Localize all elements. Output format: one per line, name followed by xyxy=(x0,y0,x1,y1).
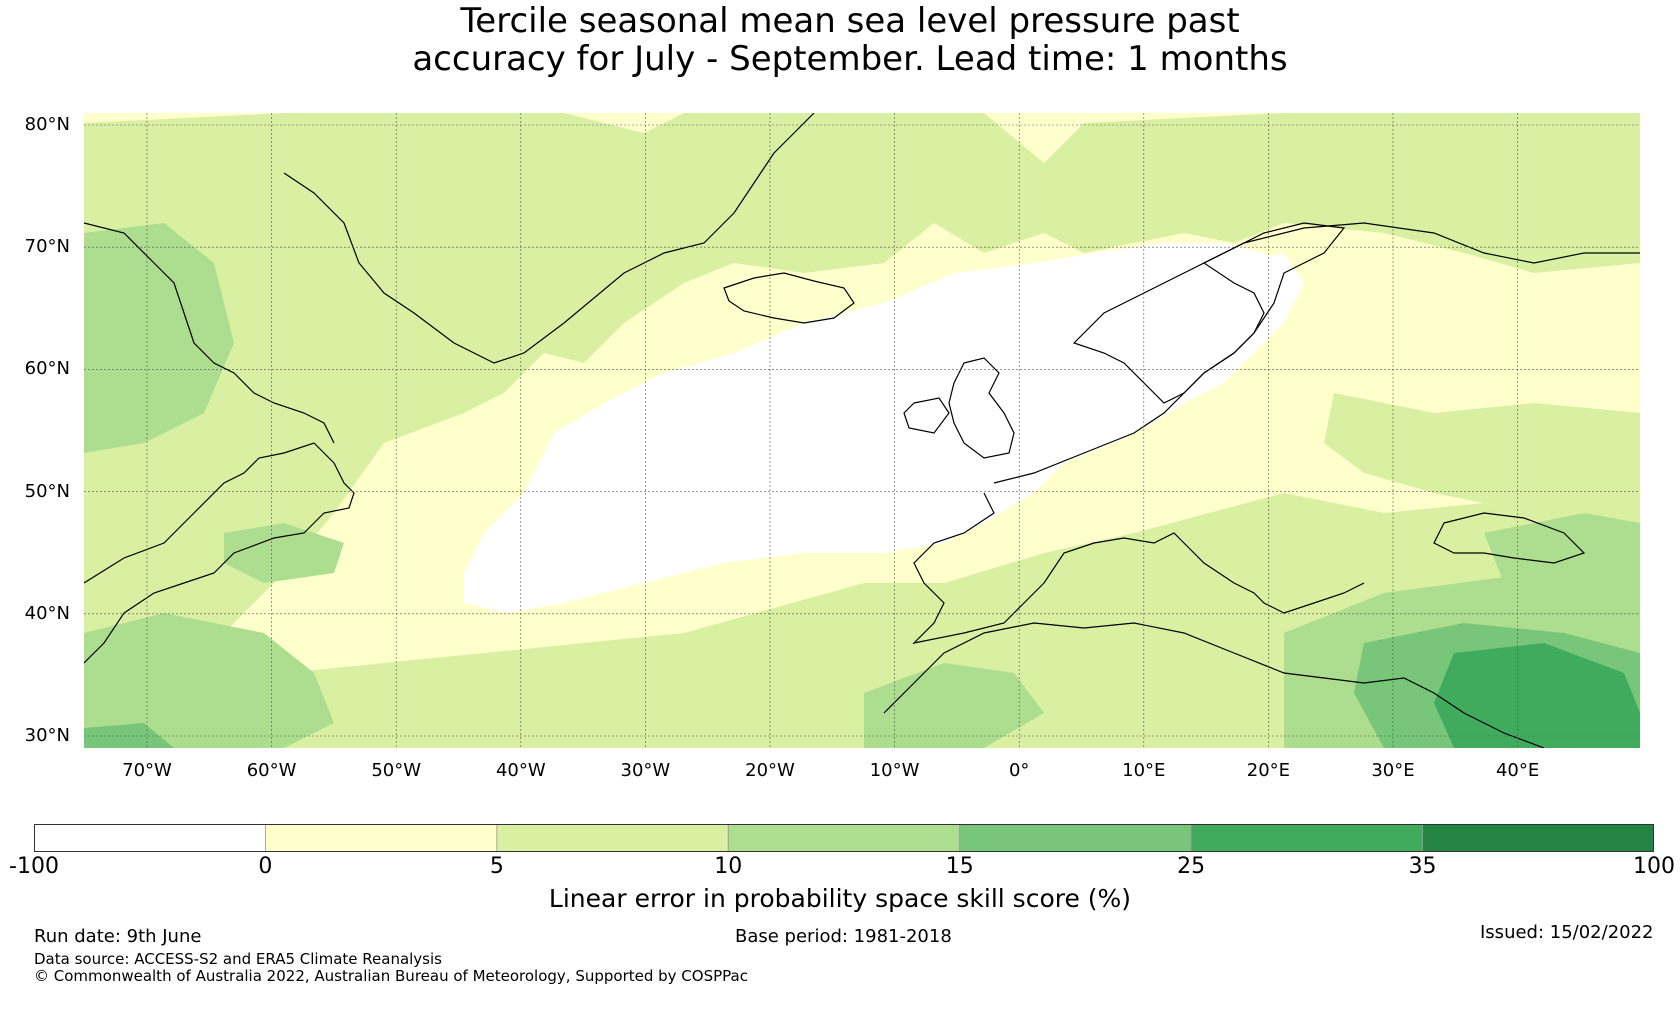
longitude-label: 70°W xyxy=(122,760,172,781)
colorbar-segment xyxy=(265,824,498,852)
region-east-europe xyxy=(1324,393,1640,533)
region-south-atlantic xyxy=(84,493,1640,748)
coastline-north-america xyxy=(84,442,355,664)
latitude-label: 30°N xyxy=(24,725,70,746)
longitude-label: 40°W xyxy=(495,760,546,781)
colorbar-tick-label: -100 xyxy=(9,854,59,879)
colorbar-label: Linear error in probability space skill … xyxy=(548,884,1132,913)
coastline-scandinavia xyxy=(1072,222,1346,404)
longitude-label: 20°E xyxy=(1246,760,1291,781)
region-north-atlantic-white xyxy=(464,243,1284,613)
region-morocco xyxy=(864,663,1044,748)
colorbar-tick-label: 0 xyxy=(258,854,273,879)
skill-score-map xyxy=(84,113,1640,748)
longitude-label: 30°E xyxy=(1371,760,1415,781)
longitude-label: 60°W xyxy=(246,760,297,781)
colorbar xyxy=(34,824,1654,852)
latitude-label: 40°N xyxy=(24,602,70,624)
region-scandinavia-white xyxy=(1114,253,1304,403)
longitude-label: 20°W xyxy=(745,760,795,781)
colorbar-segment xyxy=(959,824,1192,852)
region-black-sea xyxy=(1484,513,1640,623)
title-line-2: accuracy for July - September. Lead time… xyxy=(412,39,1288,79)
colorbar-segment xyxy=(727,824,961,852)
region-labrador xyxy=(84,223,234,453)
colorbar-segment xyxy=(1190,824,1423,852)
longitude-label: 50°W xyxy=(371,760,422,781)
latitude-label: 60°N xyxy=(24,358,70,380)
longitude-label: 40°E xyxy=(1495,760,1540,781)
colorbar-tick-label: 10 xyxy=(714,854,743,879)
latitude-label: 70°N xyxy=(24,236,70,258)
run-date: Run date: 9th June xyxy=(34,926,202,947)
coastline-iceland xyxy=(723,272,855,324)
skill-regions xyxy=(84,113,1640,748)
colorbar-tick-label: 100 xyxy=(1633,854,1675,879)
graticule xyxy=(84,113,1640,748)
region-middle-east xyxy=(1434,643,1640,748)
colorbar-tick-label: 35 xyxy=(1408,854,1437,879)
coastline-iberia-med xyxy=(912,492,1365,644)
coastline-labrador xyxy=(84,222,335,444)
coastline-greenland xyxy=(283,113,815,364)
colorbar-tick-label: 15 xyxy=(945,854,974,879)
coastline-british-isles xyxy=(903,357,1015,459)
copyright: © Commonwealth of Australia 2022, Austra… xyxy=(34,967,748,985)
issued-date: Issued: 15/02/2022 xyxy=(1480,922,1654,943)
longitude-label: 10°W xyxy=(869,760,920,781)
colorbar-segment xyxy=(496,824,729,852)
colorbar-outline xyxy=(34,824,1654,852)
map-title: Tercile seasonal mean sea level pressure… xyxy=(0,2,1680,78)
region-southwest-corner xyxy=(84,723,174,748)
coastlines xyxy=(84,113,1640,748)
latitude-label: 50°N xyxy=(24,480,70,502)
map-canvas xyxy=(84,113,1640,748)
colorbar-segment xyxy=(1422,824,1654,852)
data-source: Data source: ACCESS-S2 and ERA5 Climate … xyxy=(34,950,442,968)
coastline-black-sea xyxy=(1433,512,1586,564)
longitude-label: 0° xyxy=(1008,760,1030,781)
colorbar-tick-label: 25 xyxy=(1177,854,1206,879)
region-greenland-sea xyxy=(84,113,1640,693)
longitude-label: 10°E xyxy=(1122,760,1166,781)
longitude-label: 30°W xyxy=(620,760,671,781)
latitude-label: 80°N xyxy=(24,114,70,135)
base-period: Base period: 1981-2018 xyxy=(735,926,952,947)
colorbar-tick-label: 5 xyxy=(489,854,504,879)
colorbar-segment xyxy=(34,824,266,852)
coastline-north-africa xyxy=(883,622,1545,748)
title-line-1: Tercile seasonal mean sea level pressure… xyxy=(460,1,1240,41)
region-nova-scotia xyxy=(224,523,344,583)
